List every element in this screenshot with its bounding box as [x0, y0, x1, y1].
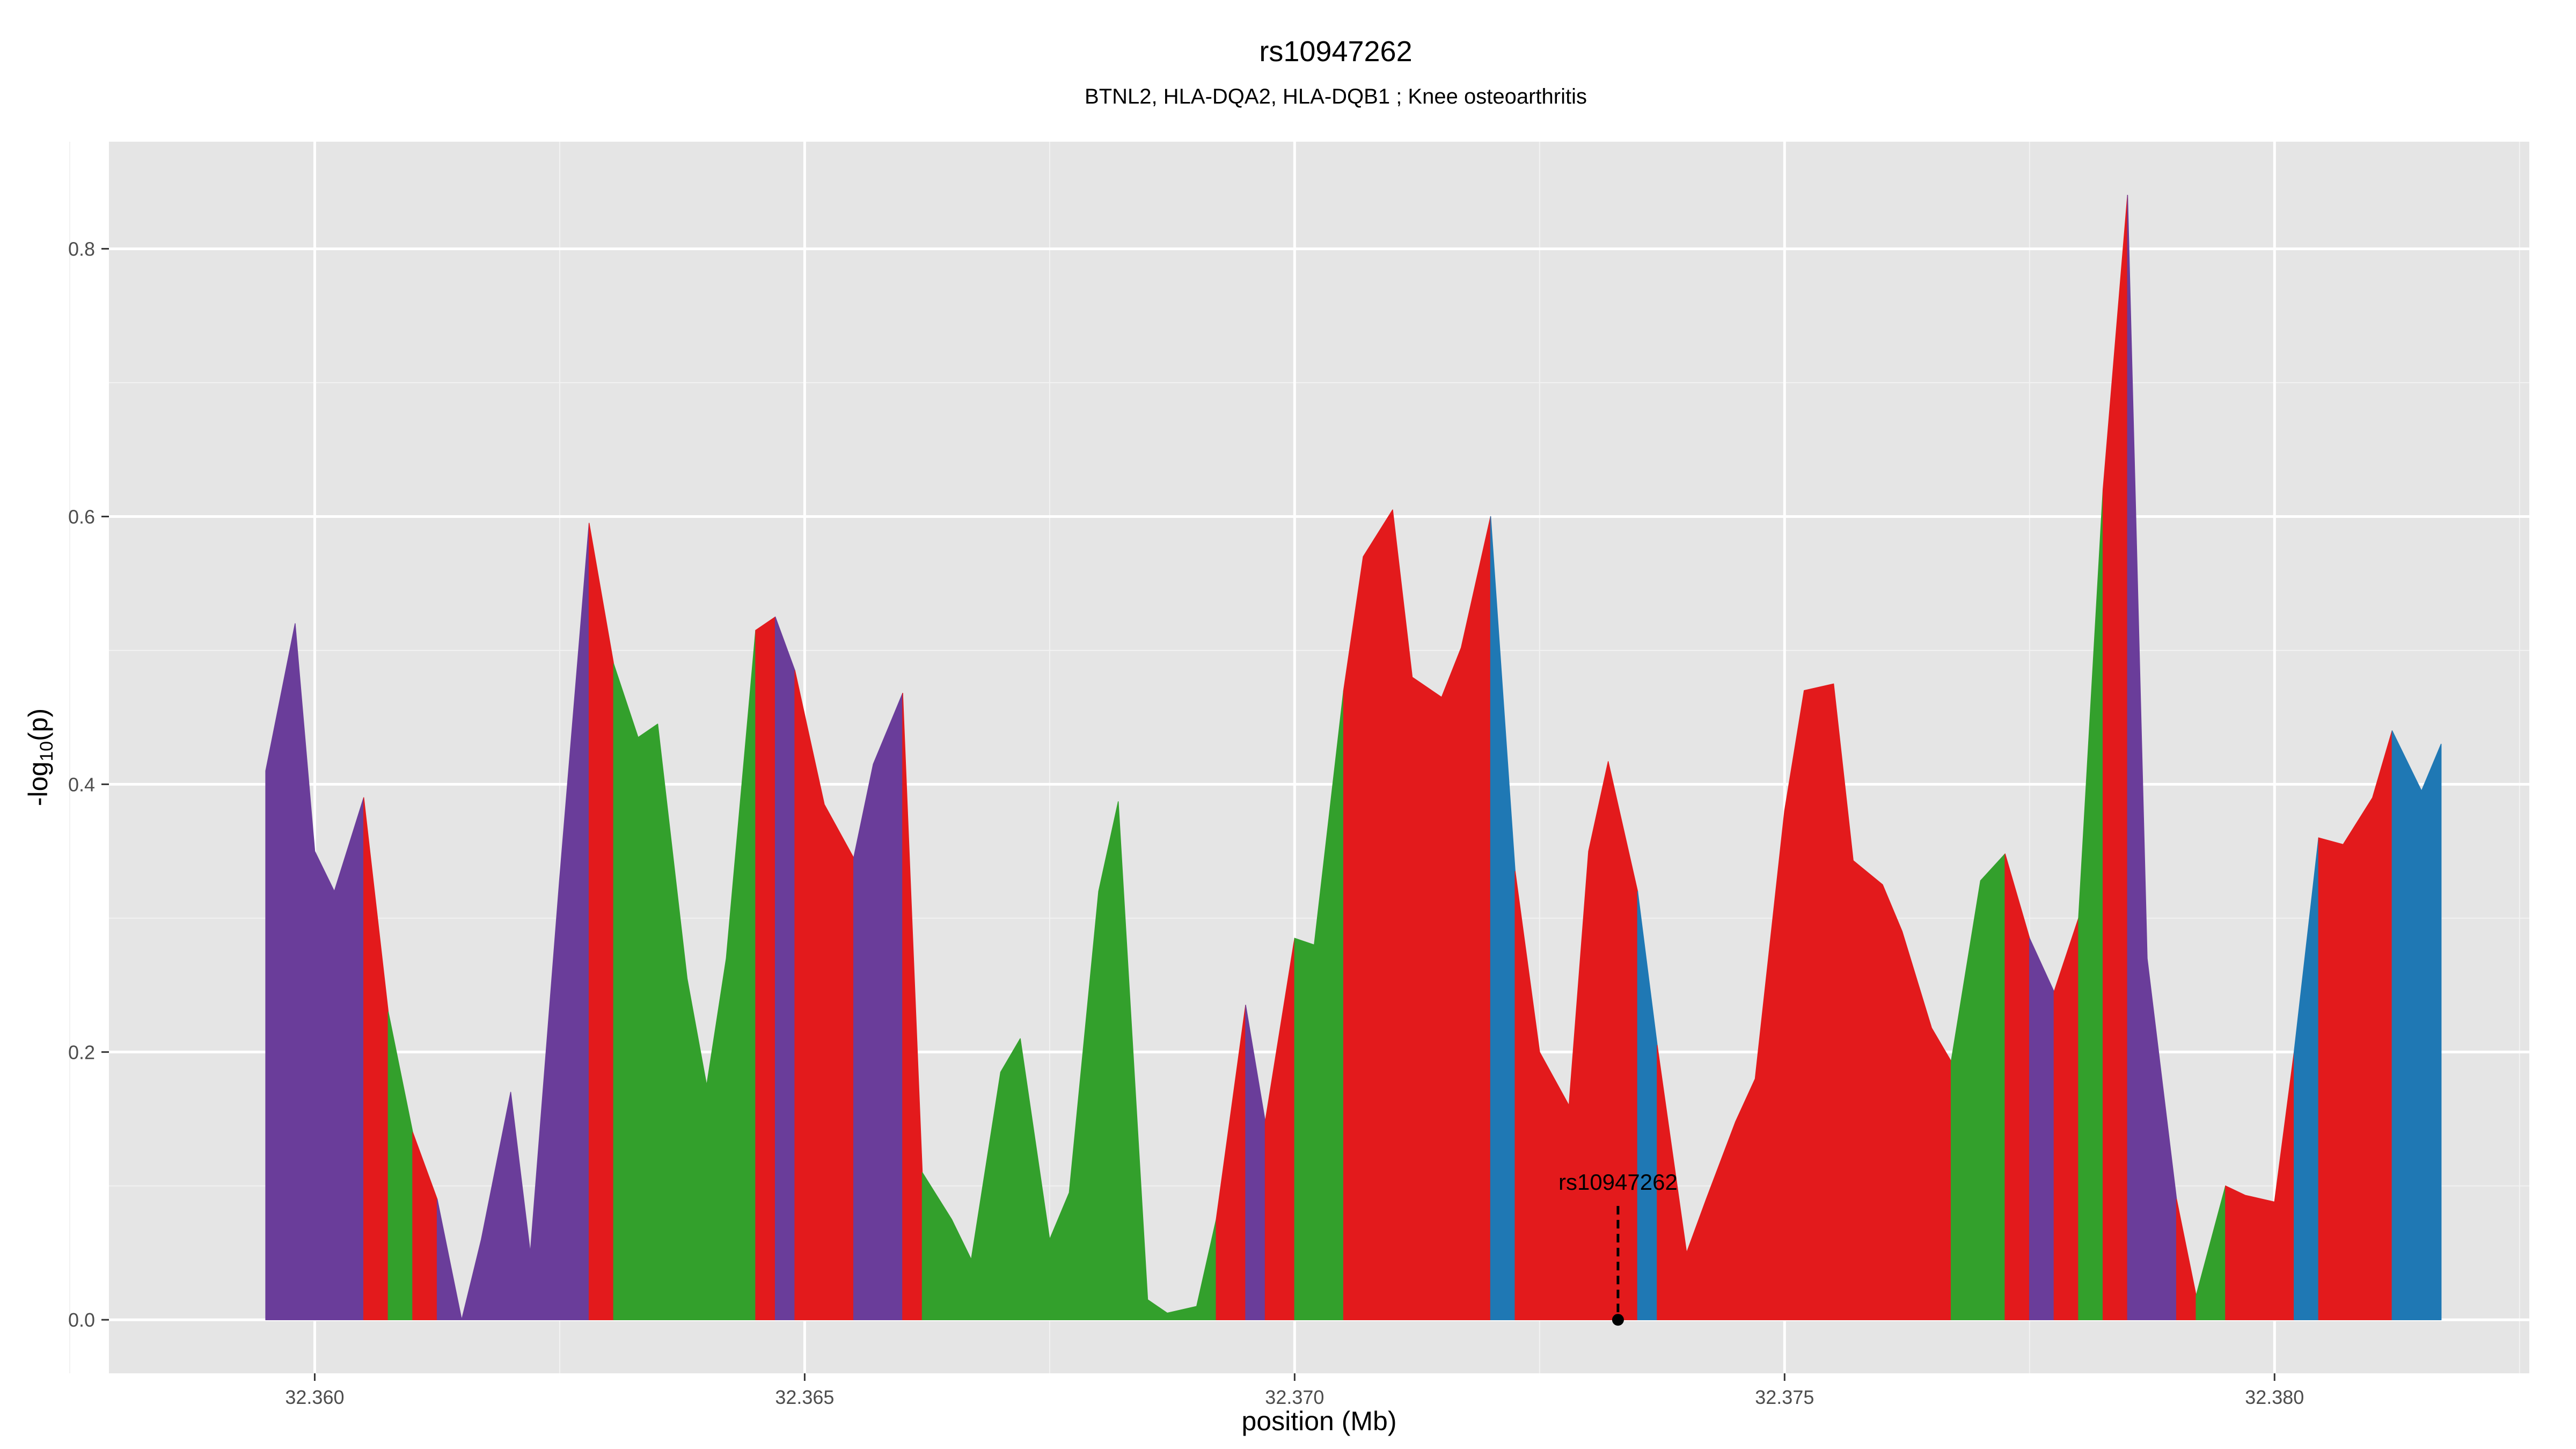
x-tick-label: 32.365	[775, 1386, 834, 1408]
area-segment-34	[2391, 730, 2442, 1320]
area-segment-21	[1657, 683, 1952, 1320]
area-segment-24	[2029, 938, 2055, 1320]
area-segment-5	[588, 523, 614, 1320]
annotation-marker	[1612, 1314, 1624, 1326]
area-segment-8	[774, 616, 795, 1320]
area-segment-7	[755, 616, 776, 1320]
y-tick-label: 0.4	[68, 773, 95, 795]
y-tick-label: 0.0	[68, 1309, 95, 1331]
y-axis-title: -log10(p)	[23, 708, 57, 806]
y-tick-label: 0.8	[68, 238, 95, 260]
x-tick-label: 32.380	[2245, 1386, 2304, 1408]
x-tick-label: 32.370	[1265, 1386, 1324, 1408]
y-axis-title-main: -log	[23, 762, 53, 806]
x-tick-label: 32.375	[1755, 1386, 1814, 1408]
chart-subtitle: BTNL2, HLA-DQA2, HLA-DQB1 ; Knee osteoar…	[1085, 85, 1587, 108]
area-segment-12	[921, 801, 1217, 1320]
y-tick-label: 0.2	[68, 1041, 95, 1063]
area-segment-9	[794, 670, 854, 1320]
y-axis-title-subscript: 10	[36, 741, 57, 762]
x-tick-label: 32.360	[285, 1386, 344, 1408]
annotation: rs10947262	[1558, 1169, 1678, 1326]
area-segment-28	[2127, 195, 2177, 1320]
x-axis-title: position (Mb)	[1242, 1406, 1397, 1436]
x-axis-ticks: 32.360 32.365 32.370 32.375 32.380	[285, 1373, 2304, 1408]
y-axis-ticks: 0.0 0.2 0.4 0.6 0.8	[68, 238, 109, 1331]
y-axis-title-tail: (p)	[23, 708, 53, 741]
annotation-label: rs10947262	[1558, 1169, 1678, 1195]
area-segment-22	[1950, 853, 2006, 1320]
area-segment-16	[1294, 690, 1344, 1320]
y-tick-label: 0.6	[68, 506, 95, 528]
chart-title: rs10947262	[1259, 35, 1412, 68]
area-segment-10	[853, 693, 903, 1320]
area-series	[265, 195, 2442, 1320]
